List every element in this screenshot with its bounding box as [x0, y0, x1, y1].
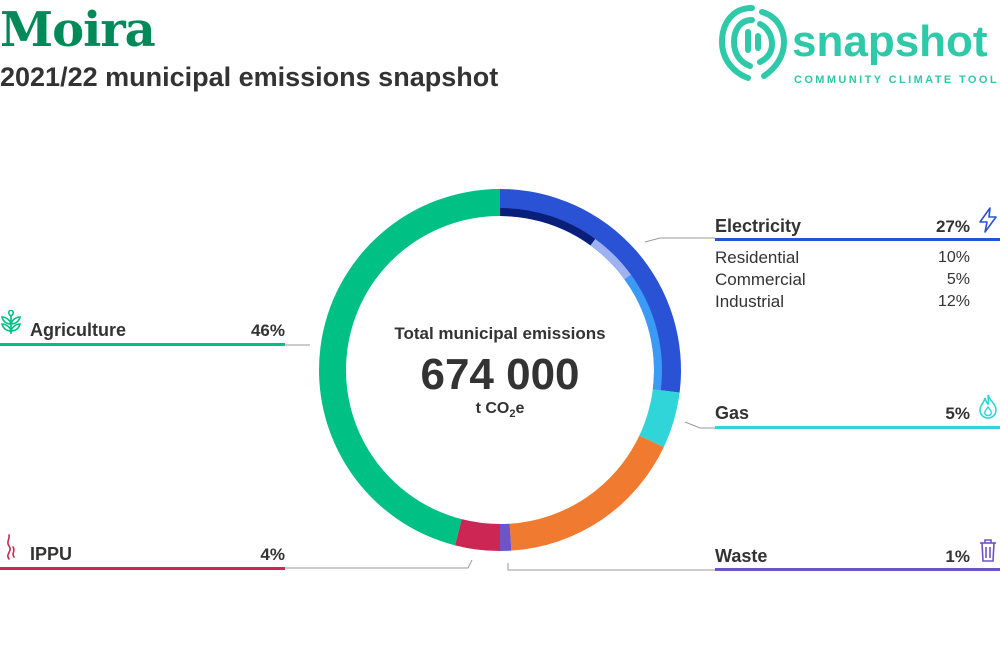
page-subtitle: 2021/22 municipal emissions snapshot	[0, 62, 499, 92]
industrial-percent: 12%	[937, 293, 970, 310]
commercial-label: Commercial	[715, 270, 806, 289]
leader-line-ippu	[285, 559, 473, 569]
donut-slice-ippu	[454, 519, 500, 551]
lightning-icon	[979, 207, 997, 233]
waste-percent: 1%	[945, 547, 970, 566]
donut-subslice-industrial	[624, 274, 663, 391]
commercial-percent: 5%	[946, 271, 970, 288]
gas-percent: 5%	[945, 404, 970, 423]
ippu-percent: 4%	[260, 545, 285, 564]
ippu-underline	[0, 567, 285, 570]
waste-label: Waste	[715, 546, 768, 566]
flame-icon	[979, 394, 997, 419]
snapshot-logo: snapshot COMMUNITY CLIMATE TOOL	[714, 0, 1000, 90]
donut-slice-gas	[639, 389, 680, 448]
donut-slice-waste	[500, 523, 512, 551]
page-title: Moira	[0, 2, 156, 58]
residential-percent: 10%	[937, 249, 970, 266]
total-label: Total municipal emissions	[394, 324, 606, 343]
agriculture-percent: 46%	[250, 321, 285, 340]
fingerprint-icon	[718, 5, 788, 81]
gas-label: Gas	[715, 403, 750, 423]
donut-slice-agriculture	[319, 189, 500, 546]
industrial-label: Industrial	[715, 292, 784, 311]
logo-tagline: COMMUNITY CLIMATE TOOL	[794, 74, 999, 86]
agriculture-label: Agriculture	[30, 320, 127, 340]
leader-line-waste	[507, 563, 715, 571]
donut-subslice-commercial	[590, 238, 632, 280]
leader-line-electricity	[644, 237, 715, 243]
donut-subslice-residential	[500, 208, 596, 246]
total-value: 674 000	[420, 350, 580, 399]
leader-line-gas	[684, 421, 715, 429]
donut-slice-transport	[509, 435, 664, 551]
ippu-label: IPPU	[30, 544, 73, 564]
total-unit: t CO2e	[475, 400, 525, 421]
electricity-percent: 27%	[935, 217, 970, 236]
smoke-icon	[7, 534, 15, 560]
gas-underline	[715, 426, 1000, 429]
plant-icon	[0, 310, 22, 334]
electricity-underline	[715, 238, 1000, 241]
trash-can-icon	[980, 539, 996, 562]
waste-underline	[715, 568, 1000, 571]
agriculture-underline	[0, 343, 285, 346]
logo-wordmark: snapshot	[792, 17, 988, 66]
electricity-label: Electricity	[715, 216, 802, 236]
residential-label: Residential	[715, 248, 800, 267]
